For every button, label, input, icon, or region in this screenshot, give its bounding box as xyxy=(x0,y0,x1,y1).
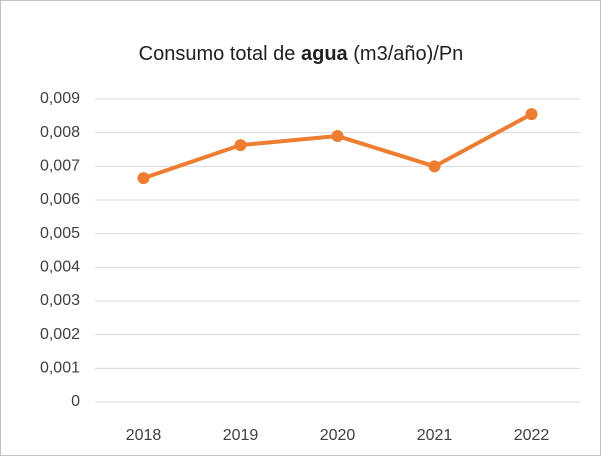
marker xyxy=(428,160,441,173)
x-tick-label: 2021 xyxy=(417,427,453,444)
y-tick-label: 0,006 xyxy=(40,191,80,208)
title-bold: agua xyxy=(301,43,349,65)
y-tick-label: 0,003 xyxy=(40,292,80,309)
y-tick-label: 0,002 xyxy=(40,326,80,343)
y-tick-label: 0,004 xyxy=(40,259,80,276)
chart-title: Consumo total de agua (m3/año)/Pn xyxy=(139,43,464,65)
title-part: Consumo total de xyxy=(139,43,296,65)
marker xyxy=(525,108,538,121)
y-tick-label: 0,001 xyxy=(40,360,80,377)
x-tick-label: 2020 xyxy=(320,427,356,444)
y-tick-label: 0,008 xyxy=(40,124,80,141)
x-tick-label: 2022 xyxy=(514,427,550,444)
y-tick-label: 0,005 xyxy=(40,225,80,242)
y-tick-label: 0 xyxy=(71,393,80,410)
x-tick-label: 2019 xyxy=(223,427,259,444)
marker xyxy=(234,139,247,152)
y-tick-label: 0,009 xyxy=(40,90,80,107)
y-tick-label: 0,007 xyxy=(40,158,80,175)
marker xyxy=(331,130,344,143)
title-part: (m3/año)/Pn xyxy=(353,43,463,65)
x-tick-label: 2018 xyxy=(126,427,162,444)
marker xyxy=(137,172,150,185)
